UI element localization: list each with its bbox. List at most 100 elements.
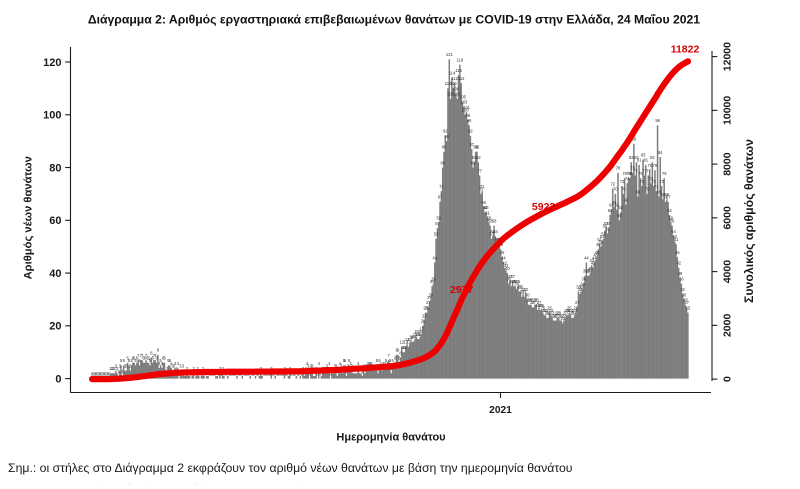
- svg-text:24: 24: [564, 308, 569, 313]
- svg-text:23: 23: [546, 311, 551, 316]
- svg-text:55: 55: [605, 226, 610, 231]
- svg-text:101: 101: [463, 105, 471, 110]
- svg-text:2: 2: [166, 366, 169, 371]
- svg-text:76: 76: [622, 171, 627, 176]
- svg-text:3: 3: [125, 363, 128, 368]
- svg-text:71: 71: [654, 184, 659, 189]
- svg-text:4: 4: [368, 361, 371, 366]
- svg-text:35: 35: [513, 279, 518, 284]
- svg-text:89: 89: [632, 137, 637, 142]
- svg-text:90: 90: [444, 134, 449, 139]
- svg-text:63: 63: [618, 205, 623, 210]
- svg-text:31: 31: [522, 290, 527, 295]
- svg-text:46: 46: [595, 250, 600, 255]
- svg-text:5: 5: [128, 358, 131, 363]
- svg-text:4: 4: [380, 361, 383, 366]
- svg-text:0: 0: [319, 371, 322, 376]
- svg-text:13: 13: [408, 337, 413, 342]
- svg-text:5: 5: [348, 358, 351, 363]
- svg-text:2: 2: [109, 366, 112, 371]
- svg-text:5: 5: [159, 358, 162, 363]
- svg-text:0: 0: [316, 371, 319, 376]
- svg-text:Σημ.: οι στήλες στο Διάγραμμα: Σημ.: οι στήλες στο Διάγραμμα 2 εκφράζου…: [8, 461, 573, 475]
- svg-text:40: 40: [505, 266, 510, 271]
- svg-text:6: 6: [136, 356, 139, 361]
- svg-text:Αριθμός νέων θανάτων: Αριθμός νέων θανάτων: [23, 156, 35, 279]
- svg-text:42: 42: [502, 261, 507, 266]
- svg-text:106: 106: [447, 92, 455, 97]
- svg-text:84: 84: [658, 150, 663, 155]
- svg-text:39: 39: [587, 269, 592, 274]
- svg-text:40: 40: [588, 266, 593, 271]
- svg-text:2: 2: [192, 366, 195, 371]
- svg-text:14: 14: [409, 334, 414, 339]
- svg-text:103: 103: [460, 100, 468, 105]
- svg-text:35: 35: [516, 279, 521, 284]
- svg-text:22: 22: [553, 313, 558, 318]
- svg-text:39: 39: [585, 269, 590, 274]
- svg-text:37: 37: [510, 274, 515, 279]
- svg-text:5: 5: [120, 358, 123, 363]
- svg-text:35: 35: [512, 279, 517, 284]
- svg-text:64: 64: [609, 203, 614, 208]
- svg-text:105: 105: [459, 94, 467, 99]
- svg-text:38: 38: [678, 271, 683, 276]
- svg-text:23: 23: [550, 311, 555, 316]
- svg-text:4: 4: [328, 361, 331, 366]
- svg-text:73: 73: [620, 179, 625, 184]
- svg-text:5: 5: [167, 358, 170, 363]
- svg-text:70: 70: [645, 187, 650, 192]
- svg-text:43: 43: [589, 258, 594, 263]
- svg-text:70: 70: [479, 187, 484, 192]
- svg-text:27: 27: [537, 300, 542, 305]
- svg-text:33: 33: [518, 284, 523, 289]
- svg-text:72: 72: [611, 181, 616, 186]
- svg-text:0: 0: [95, 371, 98, 376]
- svg-text:42: 42: [591, 261, 596, 266]
- svg-text:29: 29: [427, 295, 432, 300]
- svg-text:92: 92: [468, 129, 473, 134]
- svg-text:57: 57: [607, 221, 612, 226]
- svg-text:36: 36: [679, 276, 684, 281]
- svg-text:6: 6: [146, 356, 149, 361]
- svg-text:4: 4: [349, 361, 352, 366]
- svg-text:6: 6: [133, 356, 136, 361]
- svg-text:44: 44: [592, 255, 597, 260]
- svg-text:4: 4: [318, 361, 321, 366]
- svg-text:44: 44: [584, 255, 589, 260]
- svg-text:46: 46: [675, 250, 680, 255]
- svg-text:1: 1: [121, 369, 124, 374]
- svg-text:110: 110: [450, 81, 457, 86]
- svg-text:31: 31: [520, 290, 525, 295]
- svg-text:8: 8: [150, 350, 153, 355]
- svg-text:0: 0: [722, 376, 734, 382]
- svg-text:0: 0: [107, 371, 110, 376]
- svg-text:28: 28: [529, 298, 534, 303]
- svg-text:2: 2: [116, 366, 119, 371]
- svg-text:5: 5: [123, 358, 126, 363]
- svg-text:78: 78: [616, 166, 621, 171]
- svg-text:3: 3: [347, 363, 350, 368]
- svg-text:45: 45: [593, 253, 598, 258]
- svg-text:81: 81: [637, 158, 642, 163]
- svg-text:25: 25: [423, 305, 428, 310]
- svg-text:Διάγραμμα 2: Αριθμός εργαστηρι: Διάγραμμα 2: Αριθμός εργαστηριακά επιβεβ…: [88, 13, 700, 27]
- svg-text:32: 32: [524, 287, 529, 292]
- svg-text:80: 80: [49, 162, 61, 174]
- svg-text:0: 0: [96, 371, 99, 376]
- svg-text:67: 67: [438, 195, 443, 200]
- svg-text:74: 74: [649, 176, 654, 181]
- svg-text:4: 4: [384, 361, 387, 366]
- svg-text:3: 3: [124, 363, 127, 368]
- svg-text:22: 22: [551, 313, 556, 318]
- svg-text:4: 4: [161, 361, 164, 366]
- svg-text:70: 70: [613, 187, 618, 192]
- svg-text:14: 14: [410, 334, 415, 339]
- svg-text:3: 3: [326, 363, 329, 368]
- svg-text:53: 53: [601, 232, 606, 237]
- svg-text:65: 65: [612, 200, 617, 205]
- svg-text:24: 24: [568, 308, 573, 313]
- svg-text:23: 23: [555, 311, 560, 316]
- svg-text:114: 114: [449, 71, 456, 76]
- svg-text:67: 67: [666, 195, 671, 200]
